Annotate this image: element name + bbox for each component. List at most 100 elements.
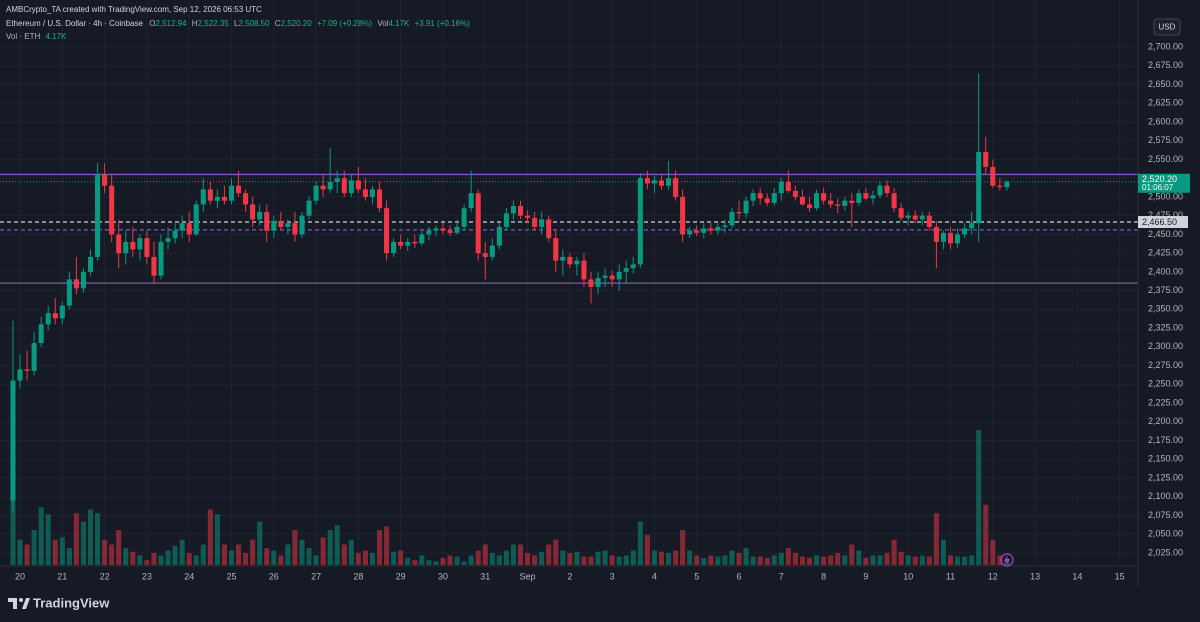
candle-body bbox=[1004, 181, 1010, 188]
candle-body bbox=[102, 174, 108, 186]
volume-bar bbox=[264, 548, 270, 565]
volume-bar bbox=[708, 555, 714, 565]
currency-button[interactable] bbox=[1153, 18, 1181, 36]
y-tick-label: 2,550.00 bbox=[1148, 154, 1183, 164]
volume-bar bbox=[574, 551, 580, 565]
candle-body bbox=[849, 200, 855, 203]
volume-bar bbox=[362, 550, 368, 565]
x-tick-label: 23 bbox=[142, 571, 152, 581]
volume-bar bbox=[151, 552, 157, 565]
legend-value: 2,512.94 bbox=[155, 19, 187, 28]
volume-bar bbox=[179, 539, 185, 565]
y-tick-label: 2,575.00 bbox=[1148, 135, 1183, 145]
symbol: Ethereum / U.S. Dollar · 4h · Coinbase bbox=[6, 19, 143, 28]
candles bbox=[10, 73, 1010, 512]
last-price-label: 2,520.20 bbox=[1142, 174, 1177, 184]
candle-body bbox=[17, 369, 23, 381]
volume-bar bbox=[320, 537, 326, 565]
candle-body bbox=[496, 226, 502, 246]
volume-bar bbox=[623, 555, 629, 565]
legend-value: 2,522.35 bbox=[198, 19, 230, 28]
x-tick-label: 14 bbox=[1072, 571, 1082, 581]
volume-bar bbox=[581, 556, 587, 565]
y-tick-label: 2,400.00 bbox=[1148, 266, 1183, 276]
volume-bar bbox=[468, 555, 474, 565]
candle-body bbox=[947, 232, 954, 244]
volume-bar bbox=[680, 530, 686, 565]
candle-body bbox=[59, 305, 65, 319]
candle-body bbox=[750, 193, 756, 201]
candle-body bbox=[757, 193, 763, 199]
candle-body bbox=[581, 260, 587, 280]
volume-bar bbox=[109, 544, 115, 565]
x-tick-label: 9 bbox=[863, 571, 868, 581]
candle-body bbox=[863, 193, 869, 199]
header: AMBCrypto_TA created with TradingView.co… bbox=[6, 5, 262, 14]
volume-bar bbox=[454, 556, 460, 565]
candle-body bbox=[983, 151, 989, 167]
volume-bar bbox=[884, 552, 890, 565]
volume-bar bbox=[278, 555, 284, 565]
candle-body bbox=[250, 204, 256, 220]
volume-bar bbox=[658, 551, 665, 565]
candle-body bbox=[398, 241, 404, 246]
volume-bar bbox=[412, 560, 418, 565]
last-price-tag bbox=[1138, 173, 1190, 193]
candle-body bbox=[320, 185, 326, 190]
candle-body bbox=[278, 220, 284, 227]
volume-bar bbox=[955, 556, 961, 565]
volume-bar bbox=[243, 552, 249, 565]
candle-body bbox=[919, 215, 925, 220]
candle-body bbox=[306, 200, 312, 216]
candle-body bbox=[588, 279, 594, 287]
candle-body bbox=[665, 178, 672, 186]
candle-body bbox=[52, 313, 58, 319]
logo bbox=[8, 598, 30, 609]
candle-body bbox=[595, 277, 601, 287]
candle-body bbox=[567, 256, 573, 265]
candle-body bbox=[31, 343, 37, 371]
volume-bar bbox=[426, 560, 432, 565]
candle-body bbox=[73, 279, 79, 289]
candle-body bbox=[137, 238, 143, 250]
candle-body bbox=[179, 223, 185, 231]
volume-bar bbox=[80, 521, 86, 565]
candle-body bbox=[158, 241, 164, 276]
candle-body bbox=[123, 241, 129, 254]
candle-body bbox=[870, 195, 876, 199]
candle-body bbox=[454, 226, 460, 233]
volume-bar bbox=[341, 544, 347, 565]
candle-body bbox=[687, 230, 693, 235]
volume-bar bbox=[419, 555, 425, 565]
x-tick-label: 12 bbox=[988, 571, 998, 581]
x-tick-label: 2 bbox=[567, 571, 572, 581]
volume-bar bbox=[391, 551, 397, 565]
currency[interactable]: USD bbox=[1159, 23, 1176, 32]
volume-bar bbox=[905, 555, 911, 565]
volume-bar bbox=[546, 544, 552, 565]
volume-bar bbox=[940, 539, 946, 565]
volume-bar bbox=[919, 555, 925, 565]
volume-bar bbox=[348, 539, 354, 565]
candle-body bbox=[95, 174, 101, 257]
volume-bar bbox=[306, 548, 312, 565]
candle-body bbox=[877, 185, 883, 196]
volume-bar bbox=[877, 555, 883, 565]
candle-body bbox=[38, 324, 44, 344]
volume-bar bbox=[828, 555, 834, 565]
volume-bar bbox=[221, 544, 227, 565]
volume-bar bbox=[962, 556, 968, 565]
volume-bar bbox=[588, 556, 594, 565]
volume-bar bbox=[45, 514, 51, 565]
y-tick-label: 2,075.00 bbox=[1148, 510, 1183, 520]
volume-bar bbox=[729, 550, 735, 565]
y-tick-label: 2,325.00 bbox=[1148, 322, 1183, 332]
volume-bar bbox=[553, 539, 559, 565]
volume-bar bbox=[52, 539, 58, 565]
x-tick-label: 4 bbox=[652, 571, 657, 581]
y-tick-label: 2,450.00 bbox=[1148, 229, 1183, 239]
candle-body bbox=[574, 260, 580, 265]
candle-body bbox=[214, 196, 220, 201]
legend-change: +3.91 (+0.16%) bbox=[415, 19, 470, 28]
candle-body bbox=[264, 211, 270, 231]
